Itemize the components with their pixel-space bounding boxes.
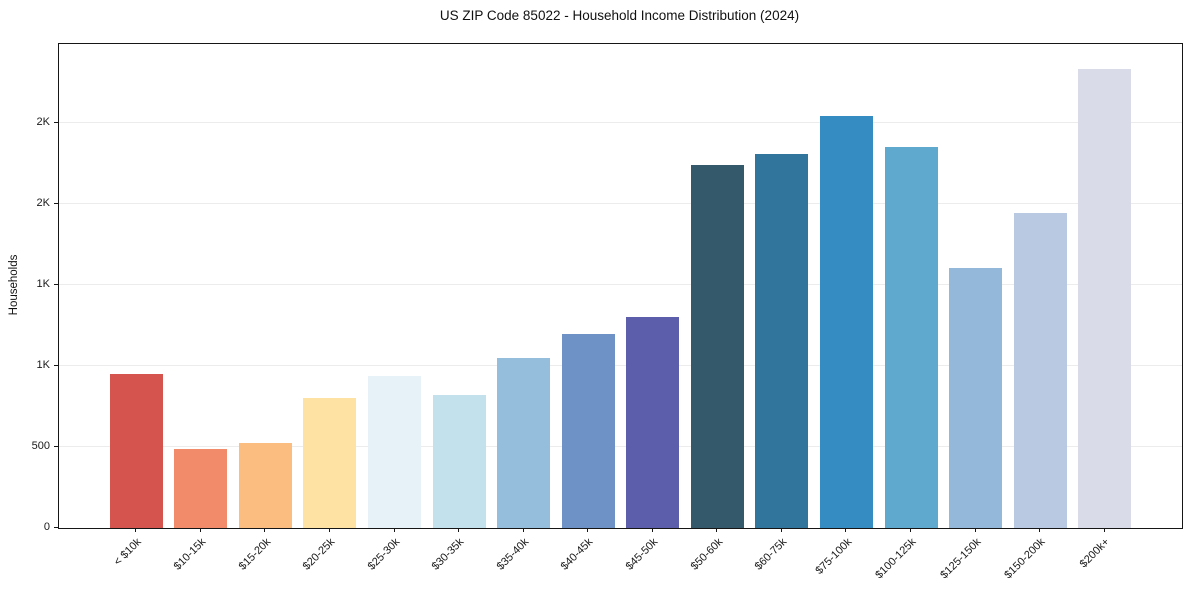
x-tick-mark <box>716 528 718 532</box>
x-tick-mark <box>587 528 589 532</box>
y-tick-label: 0 <box>43 521 50 533</box>
y-tick-mark <box>54 445 58 447</box>
chart-title: US ZIP Code 85022 - Household Income Dis… <box>439 8 800 23</box>
y-tick-mark <box>54 283 58 285</box>
y-tick-mark <box>54 202 58 204</box>
bar <box>819 116 873 528</box>
x-tick-mark <box>328 528 330 532</box>
bar <box>884 146 938 528</box>
y-tick-label: 1K <box>36 358 50 371</box>
x-tick-mark <box>458 528 460 532</box>
x-tick-mark <box>651 528 653 532</box>
bar <box>303 398 357 528</box>
y-tick-mark <box>54 527 58 528</box>
bar <box>626 317 680 528</box>
bar <box>1013 213 1067 528</box>
bar <box>174 448 228 528</box>
x-tick-mark <box>135 528 137 532</box>
x-tick-mark <box>974 528 976 532</box>
y-tick-label: 500 <box>31 439 50 452</box>
y-tick-mark <box>54 364 58 366</box>
x-tick-mark <box>1039 528 1041 532</box>
bar <box>109 373 163 528</box>
grid-line <box>59 364 1182 366</box>
bar <box>368 376 422 528</box>
x-tick-mark <box>199 528 201 532</box>
grid-line <box>59 202 1182 204</box>
grid-line <box>59 121 1182 123</box>
y-tick-label: 2K <box>36 115 50 128</box>
plot-area <box>58 43 1183 529</box>
grid-line <box>59 283 1182 285</box>
x-tick-mark <box>780 528 782 532</box>
y-tick-mark <box>54 121 58 123</box>
bar <box>1078 69 1132 528</box>
x-tick-mark <box>522 528 524 532</box>
bar <box>238 442 292 528</box>
bar <box>755 154 809 528</box>
bar <box>497 357 551 528</box>
x-tick-mark <box>845 528 847 532</box>
bar <box>690 164 744 528</box>
bar <box>561 334 615 528</box>
x-tick-mark <box>393 528 395 532</box>
bar <box>432 395 486 528</box>
y-tick-label: 1K <box>36 277 50 290</box>
x-tick-mark <box>1103 528 1105 532</box>
grid-line <box>59 445 1182 447</box>
y-tick-label: 2K <box>36 196 50 209</box>
x-tick-mark <box>264 528 266 532</box>
bar <box>949 267 1003 528</box>
x-tick-mark <box>910 528 912 532</box>
